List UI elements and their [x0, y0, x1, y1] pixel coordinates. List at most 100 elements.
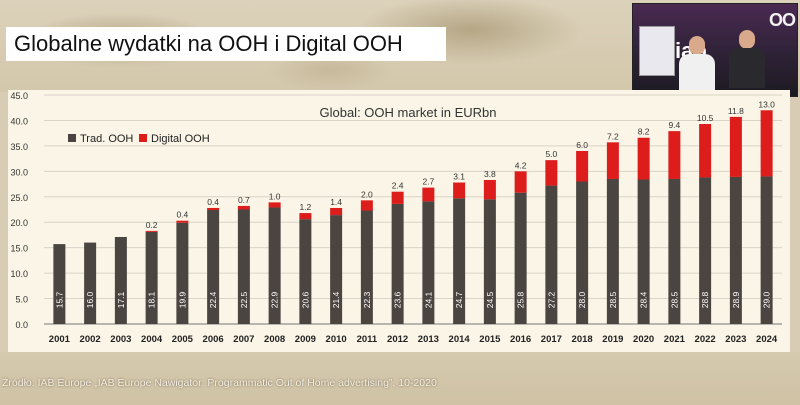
- x-tick-label-2020: 2020: [633, 334, 654, 345]
- bar-trad-ooh-2019: [606, 178, 619, 324]
- presenter-left: [677, 36, 717, 96]
- data-label-trad-2017: 27.2: [546, 291, 556, 308]
- x-tick-label-2015: 2015: [479, 334, 501, 345]
- bar-trad-ooh-2022: [699, 177, 712, 324]
- data-label-trad-2018: 28.0: [577, 291, 587, 308]
- data-label-trad-2008: 22.9: [270, 291, 280, 308]
- data-label-trad-2019: 28.5: [608, 291, 618, 308]
- data-label-digital-2004: 0.2: [146, 220, 158, 230]
- bar-digital-ooh-2011: [360, 200, 373, 211]
- wall-text-right: OO: [768, 10, 796, 30]
- data-label-digital-2012: 2.4: [392, 181, 404, 191]
- bar-digital-ooh-2016: [514, 171, 527, 193]
- data-label-trad-2003: 17.1: [116, 291, 126, 308]
- bar-trad-ooh-2009: [299, 219, 312, 324]
- y-tick-label: 0.0: [15, 320, 28, 330]
- data-label-trad-2002: 16.0: [85, 291, 95, 308]
- x-tick-label-2019: 2019: [602, 334, 623, 345]
- legend: Trad. OOH Digital OOH: [68, 133, 210, 145]
- bar-trad-ooh-2020: [637, 179, 650, 324]
- bar-trad-ooh-2011: [360, 210, 373, 324]
- bar-digital-ooh-2022: [699, 124, 712, 178]
- x-tick-label-2011: 2011: [357, 334, 378, 345]
- x-tick-label-2016: 2016: [510, 334, 531, 345]
- map-background-bottom: [0, 352, 800, 405]
- x-tick-label-2007: 2007: [233, 334, 254, 345]
- bar-trad-ooh-2003: [114, 236, 127, 324]
- data-label-trad-2005: 19.9: [177, 291, 187, 308]
- data-label-trad-2022: 28.8: [700, 291, 710, 308]
- x-tick-label-2021: 2021: [664, 334, 686, 345]
- data-label-trad-2021: 28.5: [669, 291, 679, 308]
- bar-trad-ooh-2013: [422, 201, 435, 324]
- y-tick-label: 5.0: [15, 295, 28, 305]
- x-tick-label-2018: 2018: [572, 334, 593, 345]
- x-tick-label-2005: 2005: [172, 334, 194, 345]
- bar-trad-ooh-2006: [207, 210, 220, 324]
- y-tick-label: 40.0: [10, 116, 28, 126]
- bar-trad-ooh-2008: [268, 207, 281, 324]
- data-label-digital-2010: 1.4: [330, 197, 342, 207]
- y-tick-label: 35.0: [10, 142, 28, 152]
- chart-title: Global: OOH market in EURbn: [319, 105, 496, 120]
- bar-trad-ooh-2015: [483, 199, 496, 324]
- data-label-trad-2007: 22.5: [239, 291, 249, 308]
- x-tick-label-2013: 2013: [418, 334, 439, 345]
- x-tick-label-2006: 2006: [203, 334, 224, 345]
- data-label-digital-2006: 0.4: [207, 197, 219, 207]
- bar-trad-ooh-2002: [84, 242, 97, 324]
- source-note: Źródło: IAB Europe „IAB Europe Nawigator…: [2, 377, 437, 389]
- x-tick-label-2017: 2017: [541, 334, 562, 345]
- slide-title-box: Globalne wydatki na OOH i Digital OOH: [6, 27, 446, 61]
- ooh-market-chart: 0.0 5.0 10.0 15.0 20.0 25.0 30.0 35.0 40.0 45.0 1…: [10, 91, 782, 345]
- data-label-digital-2011: 2.0: [361, 189, 373, 199]
- bar-trad-ooh-2012: [391, 203, 404, 324]
- x-tick-label-2014: 2014: [449, 334, 471, 345]
- bar-trad-ooh-2018: [576, 181, 589, 324]
- y-tick-label: 20.0: [10, 218, 28, 228]
- bar-digital-ooh-2008: [268, 202, 281, 208]
- bar-digital-ooh-2021: [668, 131, 681, 179]
- bar-digital-ooh-2018: [576, 150, 589, 182]
- data-label-trad-2006: 22.4: [208, 291, 218, 308]
- bar-trad-ooh-2004: [145, 231, 158, 324]
- x-tick-label-2012: 2012: [387, 334, 408, 345]
- bar-digital-ooh-2019: [606, 142, 619, 179]
- bar-trad-ooh-2023: [729, 176, 742, 324]
- y-tick-label: 30.0: [10, 167, 28, 177]
- bar-trad-ooh-2001: [53, 244, 66, 324]
- legend-swatch-digital: [139, 134, 147, 142]
- bar-digital-ooh-2015: [483, 179, 496, 200]
- bar-trad-ooh-2021: [668, 178, 681, 324]
- x-tick-label-2008: 2008: [264, 334, 285, 345]
- data-label-digital-2019: 7.2: [607, 131, 619, 141]
- data-label-trad-2013: 24.1: [423, 291, 433, 308]
- data-label-digital-2015: 3.8: [484, 169, 496, 179]
- data-label-digital-2018: 6.0: [576, 140, 588, 150]
- bar-trad-ooh-2007: [237, 209, 250, 324]
- data-label-digital-2024: 13.0: [758, 99, 775, 109]
- bar-digital-ooh-2013: [422, 187, 435, 202]
- legend-swatch-trad: [68, 134, 76, 142]
- bar-trad-ooh-2005: [176, 222, 189, 324]
- bar-trad-ooh-2016: [514, 192, 527, 324]
- x-tick-label-2022: 2022: [695, 334, 716, 345]
- bar-digital-ooh-2024: [760, 110, 773, 177]
- data-label-digital-2007: 0.7: [238, 195, 250, 205]
- presenter-video: OO iab: [632, 3, 798, 97]
- data-label-trad-2011: 22.3: [362, 291, 372, 308]
- y-tick-label: 45.0: [10, 91, 28, 101]
- data-label-digital-2020: 8.2: [638, 127, 650, 137]
- bar-digital-ooh-2005: [176, 220, 189, 223]
- data-label-trad-2010: 21.4: [331, 291, 341, 308]
- legend-label-digital: Digital OOH: [151, 133, 210, 145]
- slide-title: Globalne wydatki na OOH i Digital OOH: [14, 31, 403, 56]
- data-label-trad-2014: 24.7: [454, 291, 464, 308]
- x-tick-label-2001: 2001: [49, 334, 71, 345]
- bar-digital-ooh-2014: [453, 182, 466, 199]
- bar-digital-ooh-2010: [330, 207, 343, 216]
- data-label-digital-2016: 4.2: [515, 160, 527, 170]
- data-label-trad-2020: 28.4: [639, 291, 649, 308]
- y-tick-label: 15.0: [10, 244, 28, 254]
- bar-trad-ooh-2014: [453, 198, 466, 324]
